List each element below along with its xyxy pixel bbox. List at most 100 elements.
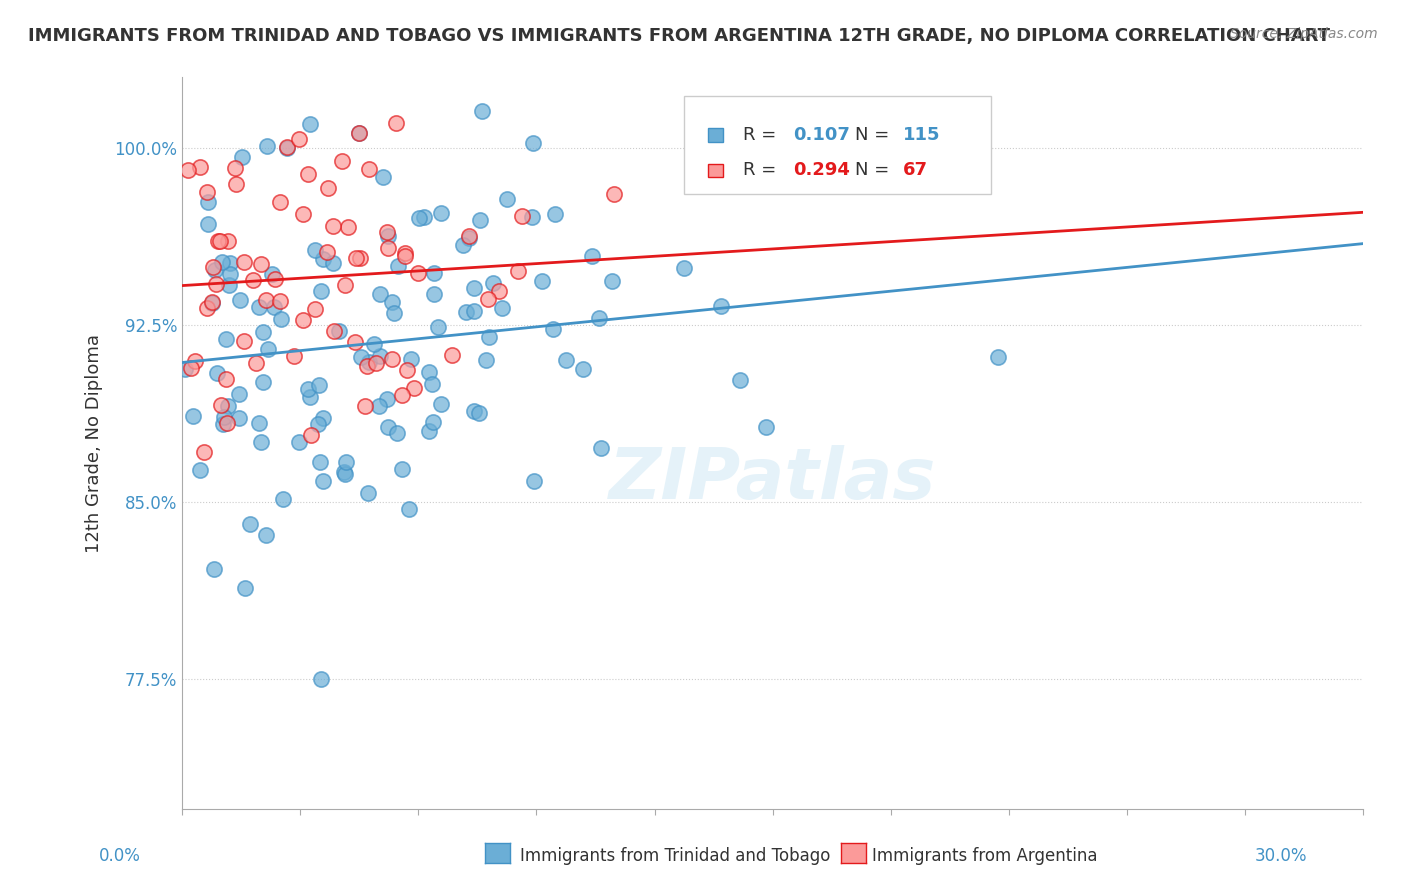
Point <box>322 219 344 233</box>
Point <box>276 140 298 154</box>
Point <box>357 355 380 369</box>
Text: ZIPatlas: ZIPatlas <box>609 445 936 515</box>
Point <box>330 153 353 168</box>
Point <box>308 455 330 469</box>
Point <box>180 360 202 375</box>
Point <box>408 211 430 226</box>
Point <box>482 276 505 290</box>
Text: 0.107: 0.107 <box>793 126 849 144</box>
Point <box>256 139 278 153</box>
Point <box>477 292 499 306</box>
Point <box>356 359 378 374</box>
Point <box>343 335 366 350</box>
Point <box>377 241 399 255</box>
Point <box>333 466 356 480</box>
Point <box>176 163 198 178</box>
Point <box>283 349 305 363</box>
Point <box>312 252 335 266</box>
Point <box>209 398 232 412</box>
Point <box>218 277 240 292</box>
Text: Immigrants from Argentina: Immigrants from Argentina <box>872 847 1097 865</box>
Point <box>299 390 322 404</box>
Point <box>197 194 219 209</box>
Point <box>429 206 451 220</box>
Point <box>254 293 277 307</box>
Point <box>188 160 211 174</box>
Point <box>364 356 387 370</box>
Point <box>215 372 238 386</box>
Point <box>184 354 207 368</box>
Point <box>245 356 267 370</box>
Text: R =: R = <box>742 161 782 179</box>
Point <box>496 192 519 206</box>
Point <box>391 462 413 476</box>
Point <box>263 272 285 286</box>
Point <box>531 274 554 288</box>
Point <box>603 186 626 201</box>
Point <box>208 234 231 248</box>
Point <box>541 322 564 336</box>
Point <box>195 301 218 316</box>
Point <box>269 195 291 210</box>
Point <box>368 349 391 363</box>
Point <box>475 352 498 367</box>
Point <box>260 267 283 281</box>
Point <box>217 417 239 431</box>
Point <box>357 486 380 500</box>
Point <box>522 136 544 151</box>
Point <box>591 442 613 456</box>
Point <box>371 170 394 185</box>
Point <box>368 287 391 301</box>
Point <box>377 228 399 243</box>
Point <box>488 285 510 299</box>
Point <box>228 387 250 401</box>
Text: 115: 115 <box>903 126 941 144</box>
Point <box>359 161 381 176</box>
Point <box>420 377 443 392</box>
Point <box>211 255 233 269</box>
Point <box>212 417 235 432</box>
Point <box>454 305 477 319</box>
Text: 67: 67 <box>903 161 928 179</box>
Point <box>207 234 229 248</box>
Text: 0.0%: 0.0% <box>98 847 141 865</box>
FancyBboxPatch shape <box>707 164 723 177</box>
Point <box>385 426 408 441</box>
Point <box>755 420 778 434</box>
Point <box>309 284 332 298</box>
Point <box>396 362 419 376</box>
Point <box>312 410 335 425</box>
Point <box>229 293 252 307</box>
Point <box>422 415 444 429</box>
Point <box>263 300 285 314</box>
Point <box>398 502 420 516</box>
Point <box>257 342 280 356</box>
Point <box>228 410 250 425</box>
Point <box>297 167 319 181</box>
Point <box>600 274 623 288</box>
Point <box>254 527 277 541</box>
Point <box>458 230 481 244</box>
Point <box>377 420 399 434</box>
Point <box>418 365 440 379</box>
Point <box>349 252 371 266</box>
Point <box>387 259 409 273</box>
Point <box>309 673 332 687</box>
Point <box>173 362 195 376</box>
Point <box>233 581 256 595</box>
Point <box>588 310 610 325</box>
Point <box>463 281 485 295</box>
Text: N =: N = <box>855 126 896 144</box>
Point <box>201 296 224 310</box>
Point <box>385 116 408 130</box>
Point <box>520 211 543 225</box>
Point <box>468 406 491 420</box>
Point <box>202 260 225 274</box>
Point <box>276 141 298 155</box>
Point <box>430 397 453 411</box>
FancyBboxPatch shape <box>707 128 723 142</box>
Point <box>269 293 291 308</box>
Point <box>291 207 314 221</box>
Point <box>195 185 218 199</box>
Point <box>250 257 273 271</box>
